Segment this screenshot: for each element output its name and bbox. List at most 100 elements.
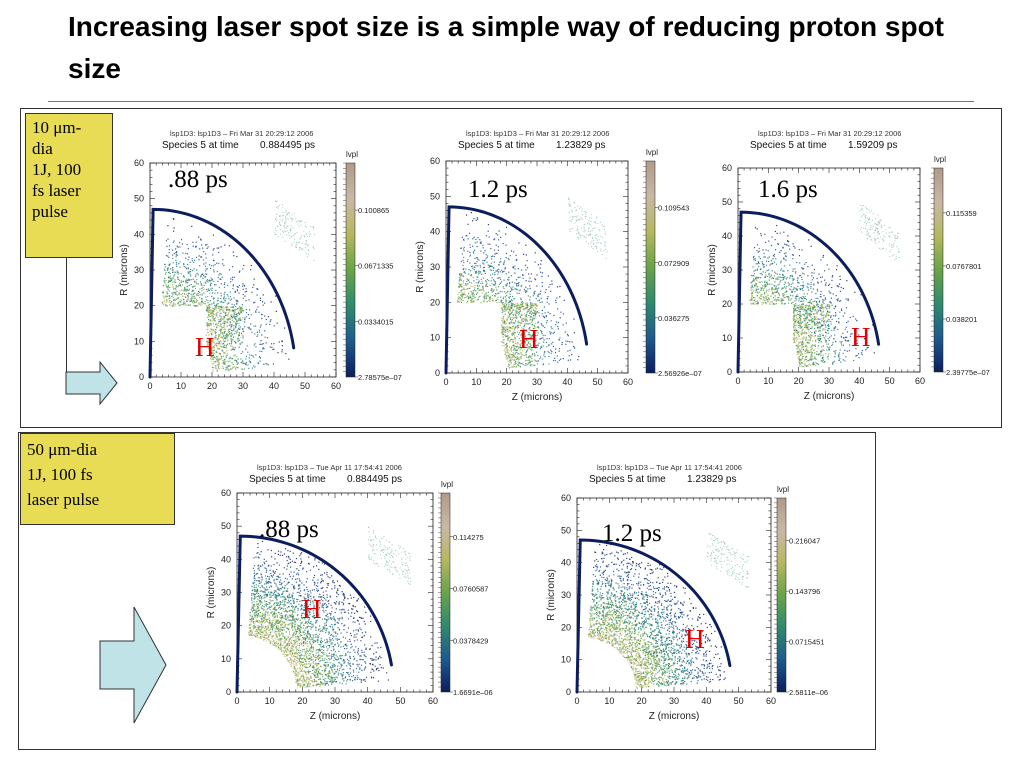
panel-subheader: Species 5 at time — [162, 140, 239, 151]
panel-subheader: Species 5 at time — [750, 140, 827, 151]
x-tick-label: 0 — [147, 381, 152, 391]
shell-front — [736, 210, 881, 374]
y-tick-label: 50 — [430, 191, 440, 201]
title-divider — [48, 101, 974, 102]
slide-title: Increasing laser spot size is a simple w… — [68, 11, 944, 84]
colorbar-title: lvpl — [777, 485, 789, 494]
time-label: .88 ps — [168, 166, 228, 193]
particle-cloud — [749, 204, 900, 368]
x-tick-label: 50 — [734, 696, 744, 706]
scatter-svg: lsp1D3: lsp1D3 – Tue Apr 11 17:54:41 200… — [206, 463, 493, 722]
y-tick-label: 0 — [139, 372, 144, 382]
scatter-panel: lsp1D3: lsp1D3 – Fri Mar 31 20:29:12 200… — [113, 124, 413, 424]
connector-line — [66, 258, 67, 382]
colorbar — [345, 162, 356, 378]
colorbar-tick-label: 2.78575e–07 — [358, 373, 402, 382]
colorbar-tick-label: 0.0378429 — [453, 636, 488, 645]
note-50um: 50 μm-dia 1J, 100 fs laser pulse — [20, 433, 175, 525]
y-tick-label: 50 — [221, 521, 231, 531]
y-tick-label: 40 — [722, 231, 732, 241]
colorbar-tick-label: 0.0671335 — [358, 262, 393, 271]
colorbar-tick-label: 0.143796 — [789, 587, 820, 596]
x-axis-label: Z (microns) — [310, 711, 361, 722]
y-axis-label: R (microns) — [546, 569, 557, 621]
colorbar-tick-label: 0.036275 — [658, 314, 689, 323]
note-line: fs laser — [32, 181, 81, 200]
x-tick-label: 30 — [824, 376, 834, 386]
proton-h-label: H — [519, 324, 539, 354]
note-10um: 10 μm- dia 1J, 100 fs laser pulse — [25, 113, 113, 258]
y-tick-label: 60 — [221, 488, 231, 498]
colorbar-tick-label: 0.100865 — [358, 206, 389, 215]
panel-header: lsp1D3: lsp1D3 – Fri Mar 31 20:29:12 200… — [466, 129, 609, 138]
x-tick-label: 60 — [428, 696, 438, 706]
particle-cloud — [587, 533, 750, 689]
proton-h-label: H — [851, 322, 871, 352]
panel-header: lsp1D3: lsp1D3 – Tue Apr 11 17:54:41 200… — [597, 463, 742, 472]
colorbar-tick-label: 0.0760587 — [453, 585, 488, 594]
y-tick-label: 0 — [727, 367, 732, 377]
note-line: 1J, 100 — [32, 160, 82, 179]
y-tick-label: 40 — [221, 554, 231, 564]
proton-h-label: H — [302, 594, 322, 624]
x-tick-label: 0 — [574, 696, 579, 706]
panel-time: 0.884495 ps — [347, 474, 402, 485]
shell-front — [444, 205, 589, 375]
x-tick-label: 40 — [269, 381, 279, 391]
x-tick-label: 30 — [330, 696, 340, 706]
y-tick-label: 60 — [134, 158, 144, 168]
scatter-panel: lsp1D3: lsp1D3 – Tue Apr 11 17:54:41 200… — [196, 458, 496, 758]
y-tick-label: 60 — [430, 156, 440, 166]
colorbar-tick-label: 1.6691e–06 — [453, 688, 493, 697]
y-tick-label: 40 — [430, 227, 440, 237]
colorbar-title: lvpl — [346, 150, 358, 159]
panel-time: 0.884495 ps — [260, 140, 315, 151]
y-tick-label: 50 — [722, 197, 732, 207]
note-line: 10 μm- — [32, 118, 82, 137]
x-tick-label: 20 — [502, 377, 512, 387]
scatter-panel: lsp1D3: lsp1D3 – Fri Mar 31 20:29:12 200… — [415, 124, 718, 424]
panel-header: lsp1D3: lsp1D3 – Fri Mar 31 20:29:12 200… — [758, 129, 901, 138]
x-tick-label: 40 — [562, 377, 572, 387]
colorbar — [776, 497, 787, 693]
panel-subheader: Species 5 at time — [589, 474, 666, 485]
scatter-svg: lsp1D3: lsp1D3 – Fri Mar 31 20:29:12 200… — [415, 129, 702, 403]
y-axis-label: R (microns) — [119, 244, 130, 296]
y-tick-label: 20 — [221, 621, 231, 631]
time-label: .88 ps — [259, 516, 319, 543]
colorbar-tick-label: 0.114275 — [453, 533, 484, 542]
scatter-svg: lsp1D3: lsp1D3 – Fri Mar 31 20:29:12 200… — [707, 129, 990, 402]
x-tick-label: 10 — [604, 696, 614, 706]
panel-time: 1.23829 ps — [556, 140, 606, 151]
x-tick-label: 10 — [763, 376, 773, 386]
y-tick-label: 0 — [226, 687, 231, 697]
colorbar-title: lvpl — [646, 148, 658, 157]
y-tick-label: 30 — [561, 590, 571, 600]
y-tick-label: 20 — [430, 297, 440, 307]
scatter-svg: lsp1D3: lsp1D3 – Fri Mar 31 20:29:12 200… — [119, 129, 402, 391]
proton-h-label: H — [195, 332, 215, 362]
x-axis-label: Z (microns) — [512, 392, 563, 403]
particle-cloud — [161, 200, 315, 373]
panel-header: lsp1D3: lsp1D3 – Fri Mar 31 20:29:12 200… — [170, 129, 313, 138]
colorbar-tick-label: 0.038201 — [946, 315, 977, 324]
note-line: pulse — [32, 202, 68, 221]
colorbar — [933, 167, 944, 373]
scatter-svg: lsp1D3: lsp1D3 – Tue Apr 11 17:54:41 200… — [546, 463, 828, 722]
x-tick-label: 10 — [471, 377, 481, 387]
colorbar-tick-label: 2.39775e–07 — [946, 368, 990, 377]
x-tick-label: 20 — [207, 381, 217, 391]
x-tick-label: 10 — [265, 696, 275, 706]
y-axis-label: R (microns) — [415, 241, 426, 293]
x-tick-label: 30 — [238, 381, 248, 391]
proton-h-label: H — [685, 624, 705, 654]
time-label: 1.6 ps — [758, 176, 818, 203]
colorbar-tick-label: 0.109543 — [658, 204, 689, 213]
colorbar-tick-label: 0.0334015 — [358, 317, 393, 326]
shell-front — [575, 538, 732, 694]
y-tick-label: 20 — [722, 299, 732, 309]
y-tick-label: 50 — [134, 194, 144, 204]
note-line: 1J, 100 fs — [27, 465, 93, 484]
x-tick-label: 60 — [766, 696, 776, 706]
x-tick-label: 50 — [395, 696, 405, 706]
